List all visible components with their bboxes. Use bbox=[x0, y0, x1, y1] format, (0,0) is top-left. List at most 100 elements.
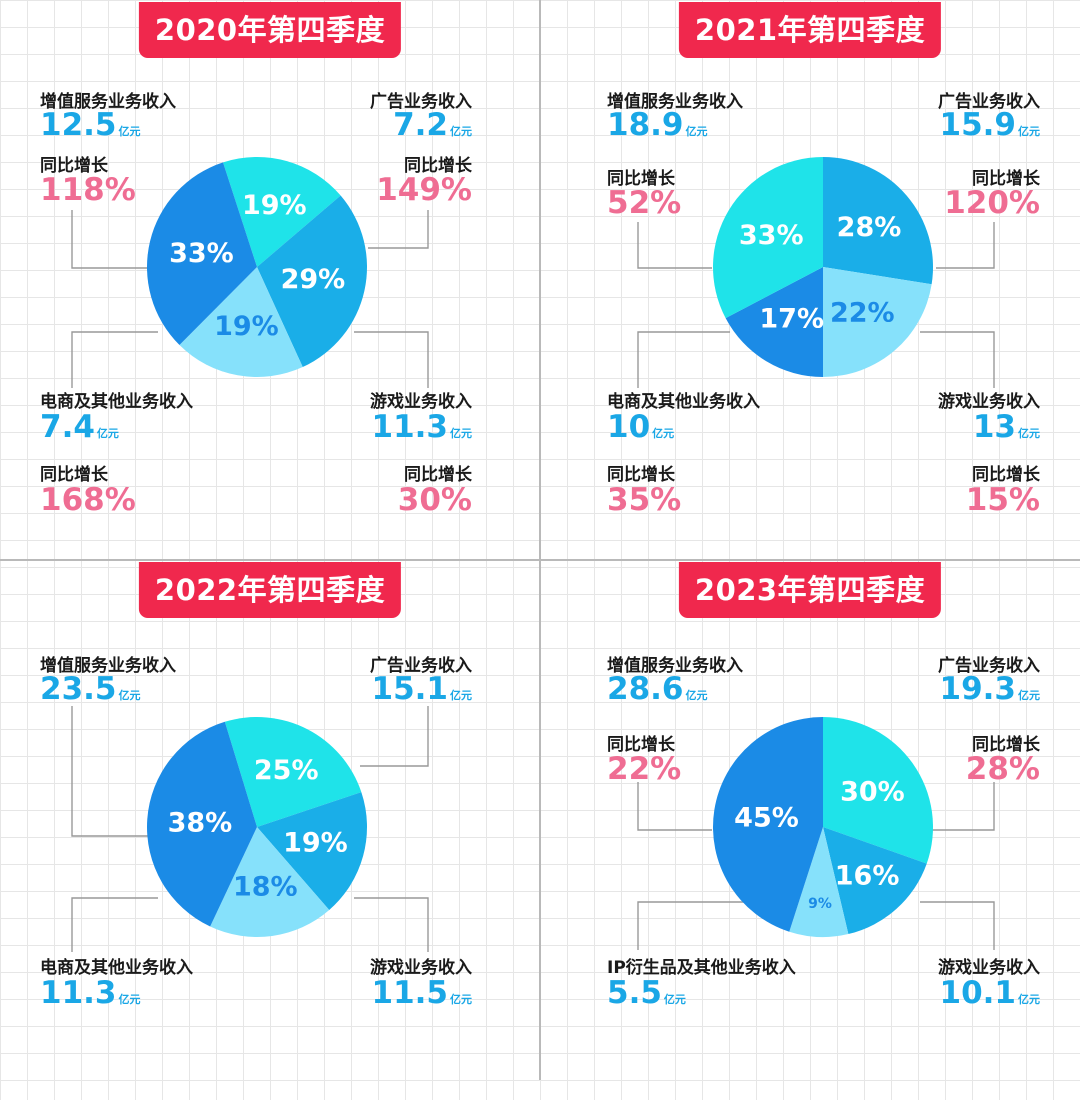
yoy-label: 同比增长 bbox=[404, 465, 472, 485]
unit-label: 亿元 bbox=[118, 993, 141, 1006]
unit-label: 亿元 bbox=[1018, 689, 1040, 702]
yoy-label: 同比增长 bbox=[40, 156, 108, 176]
value-label: 12.5 亿元 bbox=[40, 110, 141, 141]
yoy-label: 同比增长 bbox=[607, 735, 675, 755]
pie-slice bbox=[146, 162, 257, 346]
category-label: 增值服务业务收入 bbox=[607, 656, 743, 676]
vertical-divider bbox=[539, 0, 541, 1080]
yoy-label: 同比增长 bbox=[972, 465, 1040, 485]
chart-title: 2022年第四季度 bbox=[138, 562, 402, 618]
value-label: 13 亿元 bbox=[973, 412, 1040, 443]
leader-lines bbox=[71, 706, 429, 952]
value-number: 10 bbox=[607, 409, 651, 445]
yoy-value: 118% bbox=[40, 172, 136, 208]
unit-label: 亿元 bbox=[118, 125, 141, 138]
yoy-value: 168% bbox=[40, 482, 136, 518]
category-label: 游戏业务收入 bbox=[938, 958, 1040, 978]
yoy-label: 同比增长 bbox=[972, 169, 1040, 189]
chart-title: 2021年第四季度 bbox=[678, 2, 942, 58]
value-number: 7.4 bbox=[40, 409, 95, 445]
chart-title: 2020年第四季度 bbox=[138, 2, 402, 58]
quadrant-2023: 2023年第四季度 30% 16% 9% 45% 增值服务业务收入 28.6 亿元 同比… bbox=[540, 560, 1080, 1100]
pie-slice bbox=[147, 721, 257, 927]
category-label: IP衍生品及其他业务收入 bbox=[607, 958, 796, 978]
value-label: 15.9 亿元 bbox=[940, 110, 1041, 141]
yoy-value: 15% bbox=[965, 482, 1040, 518]
category-label: 电商及其他业务收入 bbox=[607, 392, 760, 412]
yoy-value: 35% bbox=[607, 482, 682, 518]
pie-slice bbox=[712, 157, 823, 319]
unit-label: 亿元 bbox=[663, 993, 686, 1006]
value-number: 15.1 bbox=[371, 671, 449, 707]
slice-percent-label: 25% bbox=[254, 755, 319, 786]
category-label: 电商及其他业务收入 bbox=[40, 392, 193, 412]
yoy-label: 同比增长 bbox=[404, 156, 472, 176]
value-label: 11.5 亿元 bbox=[372, 978, 473, 1009]
yoy-value: 28% bbox=[965, 751, 1040, 787]
slice-percent-label: 16% bbox=[835, 861, 900, 892]
unit-label: 亿元 bbox=[652, 427, 675, 440]
value-number: 11.3 bbox=[40, 975, 117, 1011]
value-number: 10.1 bbox=[939, 975, 1017, 1011]
slice-percent-label: 38% bbox=[168, 807, 233, 838]
value-number: 19.3 bbox=[939, 671, 1017, 707]
category-label: 广告业务收入 bbox=[370, 92, 472, 112]
value-label: 10 亿元 bbox=[607, 412, 674, 443]
slice-percent-label: 18% bbox=[233, 871, 298, 902]
leader-lines bbox=[637, 782, 995, 950]
value-number: 13 bbox=[972, 409, 1016, 445]
slice-percent-label: 33% bbox=[169, 238, 234, 269]
category-label: 游戏业务收入 bbox=[370, 958, 472, 978]
yoy-label: 同比增长 bbox=[40, 465, 108, 485]
category-label: 广告业务收入 bbox=[938, 656, 1040, 676]
unit-label: 亿元 bbox=[96, 427, 119, 440]
unit-label: 亿元 bbox=[450, 993, 472, 1006]
slice-percent-label: 28% bbox=[837, 212, 902, 243]
yoy-label: 同比增长 bbox=[972, 735, 1040, 755]
value-label: 23.5 亿元 bbox=[40, 674, 141, 705]
slice-percent-label: 9% bbox=[808, 896, 832, 912]
pie-slice bbox=[210, 827, 330, 937]
value-label: 10.1 亿元 bbox=[940, 978, 1041, 1009]
pie-slice bbox=[179, 267, 303, 378]
yoy-value: 149% bbox=[376, 172, 472, 208]
value-label: 15.1 亿元 bbox=[372, 674, 473, 705]
slice-percent-label: 19% bbox=[214, 311, 279, 342]
chart-title: 2023年第四季度 bbox=[678, 562, 942, 618]
pie-slice bbox=[823, 717, 933, 864]
category-label: 增值服务业务收入 bbox=[40, 656, 176, 676]
pie-chart: 30% 16%9% 45% bbox=[713, 717, 933, 938]
pie-slice bbox=[223, 156, 341, 267]
value-number: 23.5 bbox=[40, 671, 117, 707]
category-label: 电商及其他业务收入 bbox=[40, 958, 193, 978]
unit-label: 亿元 bbox=[1018, 993, 1040, 1006]
category-label: 广告业务收入 bbox=[370, 656, 472, 676]
slice-percent-label: 19% bbox=[242, 190, 307, 221]
unit-label: 亿元 bbox=[1018, 427, 1040, 440]
category-label: 游戏业务收入 bbox=[938, 392, 1040, 412]
slice-percent-label: 22% bbox=[830, 298, 895, 329]
pie-slice bbox=[725, 267, 823, 377]
pie-chart: 19%29%19%33% bbox=[146, 156, 368, 378]
unit-label: 亿元 bbox=[450, 125, 472, 138]
slice-percent-label: 45% bbox=[734, 803, 799, 834]
pie-slice bbox=[257, 195, 368, 368]
quadrant-2020: 2020年第四季度 19% 29% 19% 33% 增值服务业务收入 12.5 亿元 同… bbox=[0, 0, 540, 540]
yoy-value: 120% bbox=[944, 185, 1040, 221]
leader-lines bbox=[637, 222, 995, 388]
value-label: 11.3 亿元 bbox=[372, 412, 473, 443]
quadrant-2021: 2021年第四季度 28% 22% 17% 33% 增值服务业务收入 18.9 亿元 同… bbox=[540, 0, 1080, 540]
pie-slice bbox=[224, 717, 362, 827]
slice-percent-label: 17% bbox=[759, 303, 824, 334]
horizontal-divider bbox=[0, 559, 1080, 561]
value-label: 7.2 亿元 bbox=[393, 110, 472, 141]
pie-chart: 28% 22%17% 33% bbox=[712, 157, 934, 377]
value-label: 11.3 亿元 bbox=[40, 978, 141, 1009]
category-label: 广告业务收入 bbox=[938, 92, 1040, 112]
unit-label: 亿元 bbox=[450, 689, 472, 702]
value-number: 18.9 bbox=[607, 107, 684, 143]
value-number: 11.5 bbox=[371, 975, 449, 1011]
value-number: 11.3 bbox=[371, 409, 449, 445]
unit-label: 亿元 bbox=[450, 427, 472, 440]
slice-percent-label: 19% bbox=[283, 827, 348, 858]
